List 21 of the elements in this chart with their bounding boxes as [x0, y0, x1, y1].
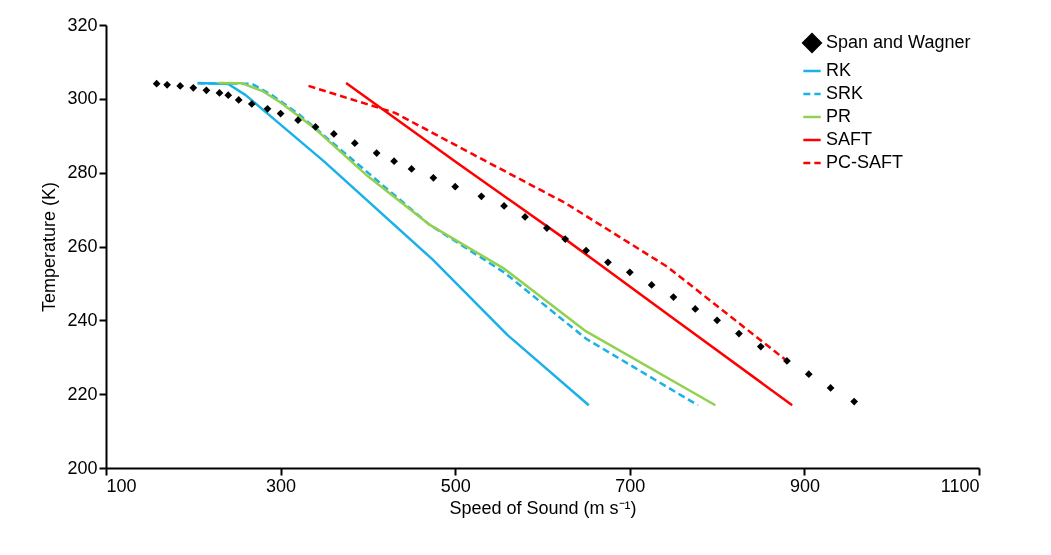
legend-label: PC-SAFT	[826, 152, 904, 172]
legend-label: Span and Wagner	[826, 32, 971, 52]
y-tick-label: 320	[67, 14, 98, 35]
y-tick-label: 200	[67, 457, 98, 478]
x-tick-label: 100	[106, 475, 137, 496]
y-axis-title: Temperature (K)	[39, 181, 60, 313]
x-tick-label: 700	[615, 475, 646, 496]
x-tick-label: 1100	[940, 475, 980, 496]
legend-label: SAFT	[826, 129, 873, 149]
x-tick-label: 500	[440, 475, 471, 496]
y-tick-label: 220	[67, 383, 98, 404]
x-axis-title: Speed of Sound (m s⁻¹)	[449, 497, 637, 518]
y-tick-label: 300	[67, 88, 98, 109]
x-tick-label: 900	[789, 475, 820, 496]
legend-label: RK	[826, 60, 852, 80]
y-tick-label: 260	[67, 236, 98, 256]
y-tick-label: 240	[67, 309, 98, 330]
legend-label: PR	[826, 106, 852, 126]
y-tick-label: 280	[67, 162, 98, 183]
x-tick-label: 300	[266, 475, 297, 496]
legend-label: SRK	[826, 83, 864, 103]
